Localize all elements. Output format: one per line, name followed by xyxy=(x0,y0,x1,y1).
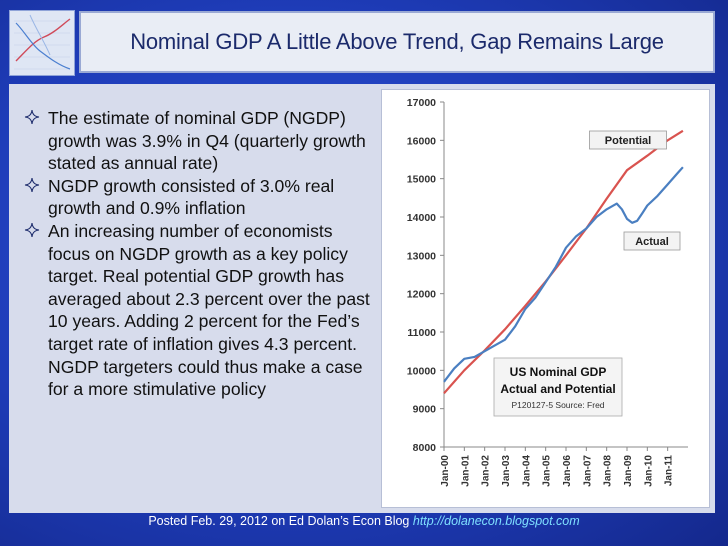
y-tick-label: 10000 xyxy=(407,365,436,377)
x-tick-label: Jan-09 xyxy=(623,455,634,487)
x-tick-label: Jan-01 xyxy=(460,455,471,487)
x-tick-label: Jan-02 xyxy=(481,455,492,487)
actual-label-box xyxy=(623,231,681,251)
bullet-text: The estimate of nominal GDP (NGDP) growt… xyxy=(48,108,366,174)
actual-label: Actual xyxy=(635,236,669,248)
footer-text: Posted Feb. 29, 2012 on Ed Dolan’s Econ … xyxy=(148,514,413,528)
four-point-star-icon xyxy=(24,177,48,198)
bullet-item: The estimate of nominal GDP (NGDP) growt… xyxy=(24,107,374,175)
chart-title: US Nominal GDP xyxy=(510,365,607,379)
y-tick-label: 13000 xyxy=(407,250,436,262)
title-banner: Nominal GDP A Little Above Trend, Gap Re… xyxy=(79,11,715,73)
chart-source: P120127-5 Source: Fred xyxy=(511,400,604,410)
y-tick-label: 17000 xyxy=(407,97,436,109)
x-tick-label: Jan-10 xyxy=(643,455,654,487)
blog-link[interactable]: http://dolanecon.blogspot.com xyxy=(412,514,580,528)
x-tick-label: Jan-04 xyxy=(521,455,532,487)
four-point-star-icon xyxy=(24,109,48,130)
bullet-text: NGDP growth consisted of 3.0% real growt… xyxy=(48,175,335,219)
chart-subtitle: Actual and Potential xyxy=(500,382,615,396)
x-tick-label: Jan-08 xyxy=(603,455,614,487)
y-tick-label: 14000 xyxy=(407,212,436,224)
footer: Posted Feb. 29, 2012 on Ed Dolan’s Econ … xyxy=(0,514,728,528)
four-point-star-icon xyxy=(24,222,48,243)
x-tick-label: Jan-03 xyxy=(501,455,512,487)
chart-title-box xyxy=(493,357,623,417)
bullet-item: NGDP growth consisted of 3.0% real growt… xyxy=(24,175,374,220)
slide-title: Nominal GDP A Little Above Trend, Gap Re… xyxy=(130,29,664,54)
y-tick-label: 8000 xyxy=(413,442,437,454)
y-tick-label: 11000 xyxy=(407,327,436,339)
chart-frame: 8000 9000 10000 11000 12000 13000 14000 15000 16… xyxy=(381,89,710,508)
bullet-item: An increasing number of economists focus… xyxy=(24,220,374,401)
x-tick-label: Jan-00 xyxy=(440,455,451,487)
series-line-actual xyxy=(443,166,684,383)
bullet-text: An increasing number of economists focus… xyxy=(48,220,370,400)
decorative-chart-thumbnail xyxy=(9,10,75,76)
y-tick-label: 16000 xyxy=(407,135,436,147)
y-tick-label: 15000 xyxy=(407,174,436,186)
y-tick-label: 9000 xyxy=(413,404,437,416)
x-tick-label: Jan-07 xyxy=(582,455,593,487)
gdp-line-chart: 8000 9000 10000 11000 12000 13000 14000 15000 16… xyxy=(407,97,688,487)
x-tick-label: Jan-05 xyxy=(542,455,553,487)
x-tick-label: Jan-06 xyxy=(562,455,573,487)
potential-label: Potential xyxy=(605,135,651,147)
x-tick-label: Jan-11 xyxy=(664,455,675,487)
bullet-list: The estimate of nominal GDP (NGDP) growt… xyxy=(24,107,374,401)
y-tick-label: 12000 xyxy=(407,289,436,301)
potential-label-box xyxy=(589,130,667,150)
